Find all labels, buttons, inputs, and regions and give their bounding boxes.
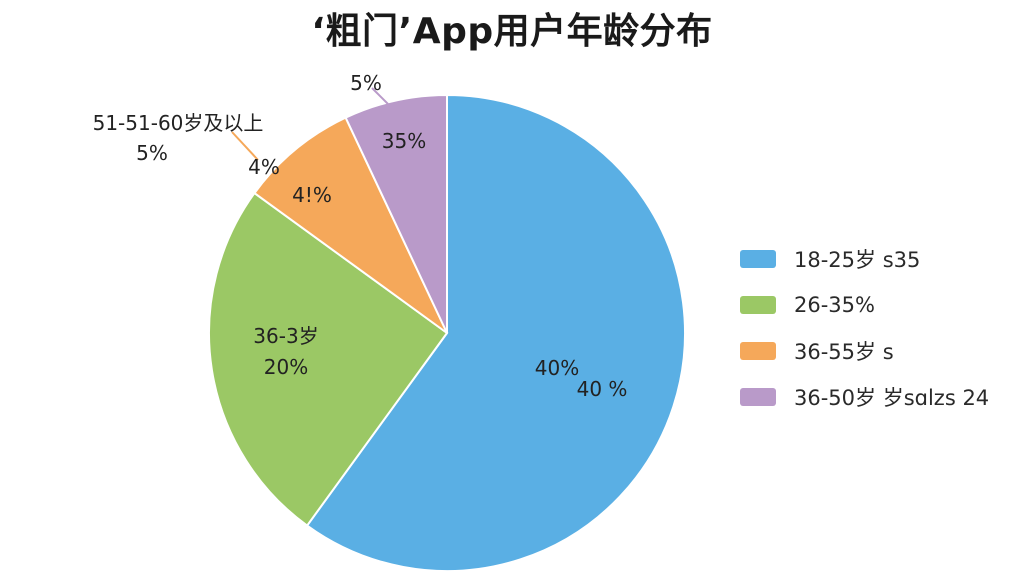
leader-lines (231, 87, 389, 161)
legend-item: 18-25岁 s35 (740, 248, 1020, 272)
slice-label-purple: 35% (382, 129, 426, 153)
legend-swatch-purple (740, 388, 776, 406)
legend-swatch-orange (740, 342, 776, 360)
pie-slice-green (208, 191, 449, 527)
legend-swatch-blue (740, 250, 776, 268)
outer-labels: 5% 51-51-60岁及以上 5% 4% (93, 71, 382, 179)
pie-slice-purple (344, 93, 448, 334)
leader-line-purple (371, 87, 389, 105)
outer-label-orange-3: 4% (248, 155, 280, 179)
slice-label-blue-1: 40% (535, 356, 579, 380)
legend-item: 36-55岁 s (740, 340, 1020, 364)
slice-labels: 40% 40 % 36-3岁 20% 4!% 35% (253, 129, 627, 401)
pie-slice-orange (253, 116, 448, 334)
slice-label-orange: 4!% (292, 183, 332, 207)
pie-slices (208, 93, 686, 572)
legend-label: 26-35% (794, 293, 875, 317)
legend-label: 36-50岁 岁sɑlzs 24 (794, 386, 990, 410)
legend-item: 26-35% (740, 293, 1020, 317)
legend-label: 36-55岁 s (794, 340, 894, 364)
legend-item: 36-50岁 岁sɑlzs 24 (740, 386, 1020, 410)
leader-line-orange (231, 131, 259, 161)
slice-label-green-2: 20% (264, 355, 308, 379)
outer-label-orange-1: 51-51-60岁及以上 (93, 111, 264, 135)
legend-label: 18-25岁 s35 (794, 248, 921, 272)
legend-swatch-green (740, 296, 776, 314)
pie-slice-blue (305, 93, 686, 572)
outer-label-orange-2: 5% (136, 141, 168, 165)
chart-title: ‘粗门’App用户年龄分布 (311, 11, 713, 52)
chart-legend: 18-25岁 s35 26-35% 36-55岁 s 36-50岁 岁sɑlzs… (740, 248, 1020, 432)
outer-label-purple: 5% (350, 71, 382, 95)
slice-label-blue-2: 40 % (577, 377, 628, 401)
slice-label-green-1: 36-3岁 (253, 324, 318, 348)
